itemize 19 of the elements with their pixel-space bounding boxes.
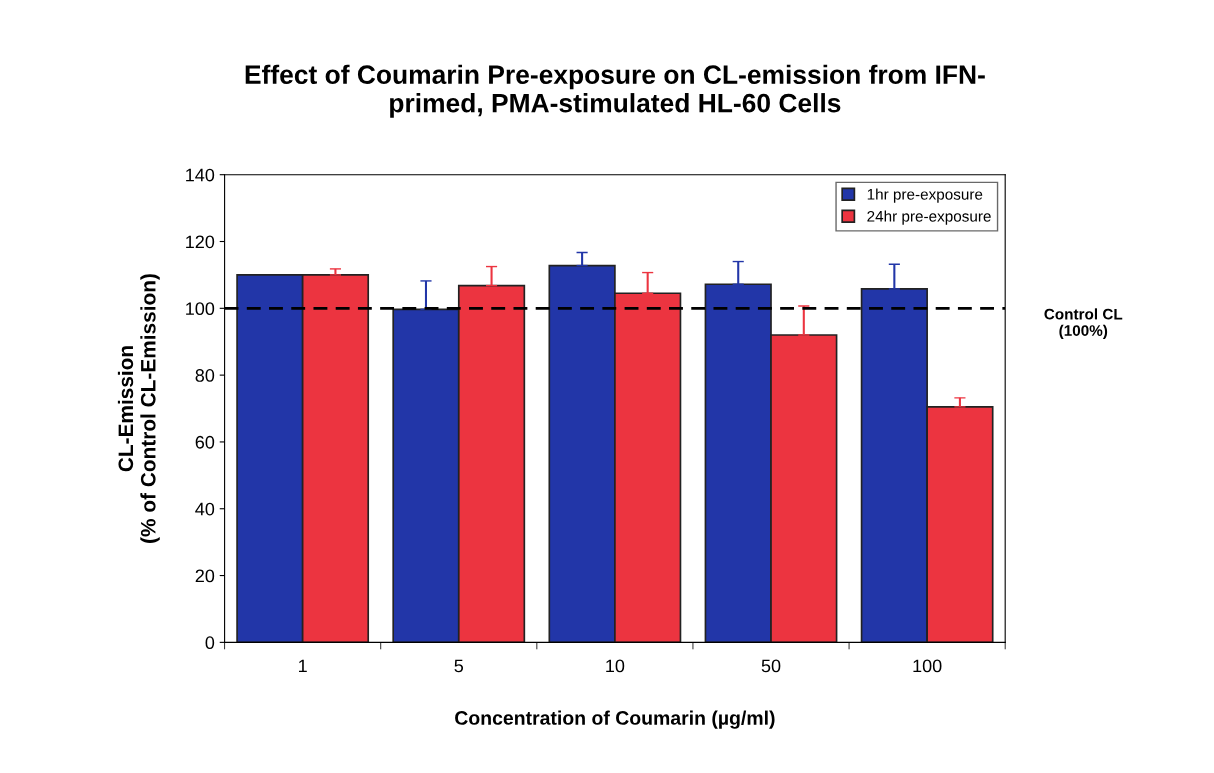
x-axis-title: Concentration of Coumarin (µg/ml) (455, 710, 775, 729)
legend-label: 1hr pre-exposure (867, 188, 983, 203)
y-tick-label: 80 (195, 369, 215, 382)
y-tick-label: 100 (186, 302, 215, 316)
legend-label: 24hr pre-exposure (867, 210, 991, 225)
x-tick-label: 50 (761, 659, 781, 673)
y-tick-label: 140 (186, 168, 215, 182)
y-tick-label: 120 (186, 235, 215, 249)
y-tick-label: 60 (195, 435, 215, 449)
y-axis-title: CL-Emission (% of Control CL-Emission) (117, 274, 160, 543)
x-tick-label: 1 (299, 659, 307, 673)
x-tick-label: 5 (454, 659, 464, 673)
x-tick-label: 100 (913, 659, 942, 673)
y-tick-label: 40 (195, 502, 215, 516)
y-tick-label: 20 (195, 569, 215, 583)
x-tick-label: 10 (606, 659, 625, 673)
y-tick-label: 0 (205, 636, 215, 650)
chart-title: Effect of Coumarin Pre-exposure on CL-emission from IFN- primed, PMA-stimulated HL-60 Cells (245, 64, 985, 118)
ref-line-label: Control CL (100%) (1044, 308, 1123, 340)
